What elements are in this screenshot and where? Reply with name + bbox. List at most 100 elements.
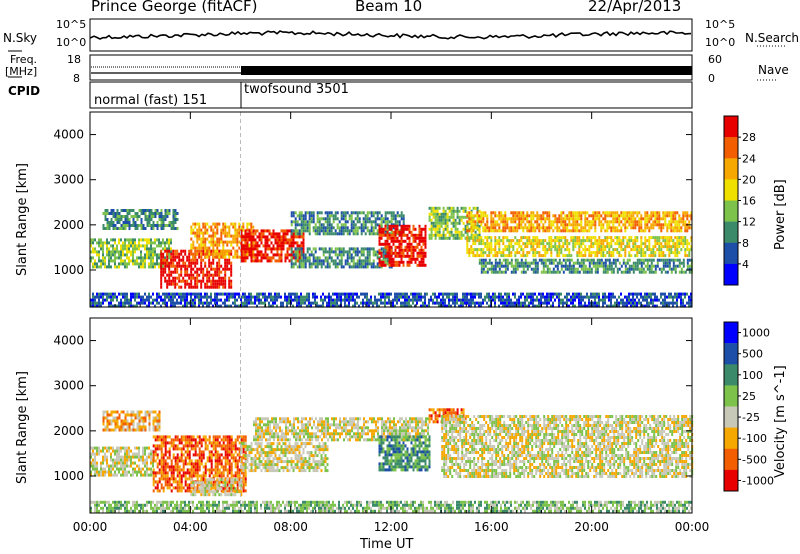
nsearch-label: N.Search [745,31,800,45]
data-cell [498,261,501,265]
data-cell [204,240,207,244]
data-cell [552,223,555,227]
data-cell [144,256,146,260]
data-cell [662,214,665,218]
data-cell [646,267,649,271]
data-cell [508,298,510,302]
data-cell [654,295,656,299]
data-cell [336,226,339,230]
data-cell [126,250,128,254]
data-cell [400,248,403,252]
data-cell [340,226,343,230]
data-cell [610,267,613,271]
data-cell [514,251,517,255]
data-cell [228,225,231,229]
data-cell [120,301,122,305]
data-cell [570,229,573,233]
data-cell [210,249,213,253]
data-cell [594,264,597,268]
data-cell [492,217,495,221]
data-cell [194,276,197,280]
data-cell [514,261,517,265]
data-cell [640,217,643,221]
data-cell [480,251,483,255]
data-cell [388,220,391,224]
data-cell [168,298,170,302]
data-cell [190,270,193,274]
data-cell [104,212,107,215]
data-cell [356,250,359,254]
data-cell [294,250,297,254]
data-cell [482,226,485,230]
data-cell [676,239,679,243]
data-cell [136,247,138,251]
data-cell [196,282,199,286]
data-cell [150,253,152,257]
data-cell [598,248,601,252]
data-cell [364,232,367,236]
data-cell [342,250,345,254]
data-cell [640,220,643,224]
data-cell [156,224,159,227]
data-cell [518,264,521,268]
data-cell [448,233,451,237]
data-cell [410,292,412,296]
data-cell [596,214,599,218]
data-cell [222,240,225,244]
data-cell [174,221,177,224]
data-cell [570,211,573,215]
data-cell [198,273,201,277]
data-cell [608,226,611,230]
data-cell [628,301,630,305]
data-cell [482,239,485,243]
data-cell [502,242,505,246]
data-cell [576,217,579,221]
data-cell [368,304,370,308]
data-band [290,247,393,269]
data-cell [522,214,525,218]
data-cell [162,255,165,259]
data-cell [416,257,419,261]
data-cell [122,247,124,251]
data-cell [384,250,387,254]
data-cell [120,298,122,302]
data-cell [386,292,388,296]
data-cell [666,245,669,249]
data-cell [292,232,295,236]
data-cell [214,231,217,235]
data-cell [524,258,527,262]
data-cell [672,251,675,255]
data-cell [482,242,485,246]
data-cell [380,260,383,264]
data-cell [548,220,551,224]
data-cell [372,247,375,251]
data-cell [376,298,378,302]
data-cell [290,292,292,296]
data-cell [378,236,381,240]
data-cell [102,295,104,299]
data-cell [442,215,445,219]
data-cell [206,270,209,274]
data-cell [182,264,185,268]
data-cell [684,223,687,227]
data-cell [594,301,596,305]
data-cell [328,292,330,296]
freq-label-line1: Freq. [10,53,38,66]
data-cell [158,301,160,305]
data-cell [322,259,325,263]
data-cell [554,245,557,249]
data-cell [538,258,541,262]
data-cell [636,239,639,243]
data-cell [304,229,307,233]
data-cell [268,232,271,236]
data-cell [126,292,128,296]
data-cell [162,215,165,218]
data-cell [618,239,621,243]
data-cell [458,221,461,225]
data-cell [604,220,607,224]
data-cell [634,245,637,249]
data-cell [260,238,263,242]
data-cell [172,215,175,218]
data-cell [630,267,633,271]
data-cell [316,259,319,263]
